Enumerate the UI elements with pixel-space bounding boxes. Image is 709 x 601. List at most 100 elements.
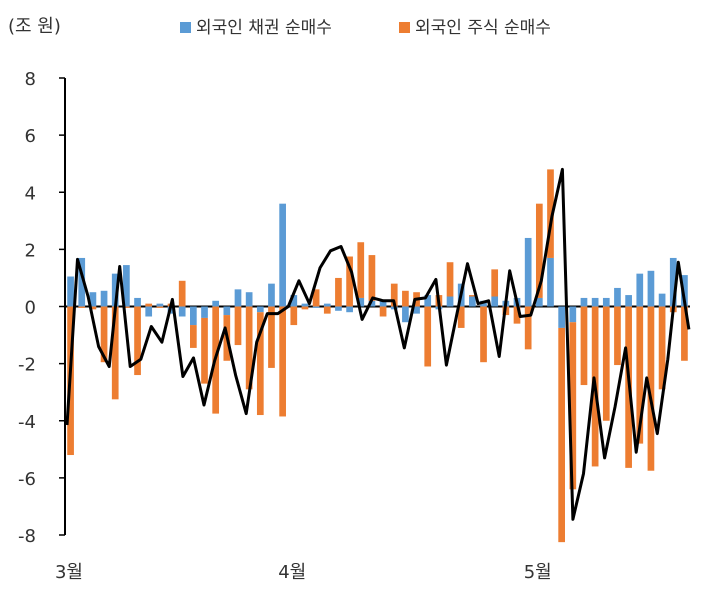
y-tick-label: -2 [18, 355, 36, 376]
bar-stock [156, 306, 164, 308]
bar-bond [491, 296, 499, 307]
legend: 외국인 채권 순매수 외국인 주식 순매수 [180, 18, 551, 38]
bar-stock [357, 242, 365, 298]
bar-stock [323, 306, 331, 314]
legend-swatch-stock [399, 22, 410, 33]
bar-bond [268, 283, 275, 307]
bar-bond [625, 295, 632, 307]
bar-bond [67, 276, 74, 307]
bar-bond [614, 287, 621, 307]
bar-bond [256, 306, 264, 313]
bar-stock [379, 306, 387, 317]
bar-bond [212, 300, 220, 307]
bar-bond [156, 303, 164, 307]
bar-bond [201, 306, 208, 318]
bar-bond [145, 306, 153, 317]
bar-bond [413, 306, 420, 314]
bar-stock [424, 306, 432, 367]
x-tick-label: 3월 [55, 562, 83, 583]
bar-stock [190, 325, 197, 348]
bar-stock [245, 306, 253, 390]
bar-stock [602, 306, 610, 421]
bar-stock [234, 306, 242, 346]
y-tick-label: 4 [25, 183, 36, 204]
bar-stock [513, 306, 521, 324]
bar-bond [223, 306, 231, 316]
x-tick-label: 4월 [278, 562, 306, 583]
bar-stock [301, 306, 309, 310]
bar-stock [658, 306, 666, 390]
bar-bond [681, 275, 688, 307]
bar-stock [279, 306, 286, 417]
y-tick-label: 6 [25, 126, 36, 147]
bar-bond [323, 303, 331, 307]
bar-stock [78, 306, 86, 308]
bar-bond [591, 297, 599, 307]
bar-stock [268, 306, 275, 368]
net-line [65, 167, 691, 521]
bar-stock [636, 306, 644, 444]
bar-bond [357, 297, 365, 307]
bar-bond [234, 289, 242, 307]
bar-bond [178, 306, 186, 317]
bar-stock [681, 306, 688, 361]
bar-bond [312, 306, 320, 308]
bar-stock [491, 269, 499, 297]
bar-stock [312, 289, 320, 307]
bar-stock [446, 262, 454, 297]
bar-bond [190, 306, 197, 326]
tick-labels: 8 6 4 2 0 -2 -4 -6 -8 3월 4월 5월 [18, 69, 552, 583]
bar-stock [524, 306, 532, 350]
bar-bond [636, 273, 644, 307]
bar-stock [580, 306, 588, 386]
y-tick-label: 8 [25, 69, 36, 90]
bar-bond [469, 296, 476, 307]
bar-bond [134, 297, 141, 307]
bar-stock [390, 283, 398, 307]
bar-bond [123, 265, 130, 307]
bar-stock [480, 306, 487, 363]
bar-bond [580, 297, 588, 307]
x-tick-label: 5월 [524, 562, 552, 583]
bar-bond [89, 292, 97, 307]
bar-stock [469, 295, 476, 297]
bar-bond [535, 297, 543, 307]
bar-bond [658, 293, 666, 307]
bar-bond [558, 306, 565, 328]
bar-bond [78, 257, 86, 307]
bar-stock [569, 322, 577, 490]
bar-bond [290, 295, 298, 307]
bar-bond [569, 306, 577, 323]
bar-bond [669, 257, 677, 307]
bar-bond [368, 300, 376, 307]
bar-stock [335, 277, 342, 307]
bar-bond [402, 306, 409, 323]
bar-bond [647, 270, 655, 307]
y-tick-label: -8 [18, 526, 36, 547]
bar-stock [457, 306, 465, 328]
bar-stock [123, 306, 130, 308]
bar-stock [402, 290, 409, 307]
bar-stock [134, 306, 141, 376]
bar-bond [245, 292, 253, 307]
bar-bond [111, 273, 119, 307]
bar-bond [379, 300, 387, 307]
y-tick-label: 0 [25, 298, 36, 319]
bar-stock [535, 203, 543, 298]
line-series [65, 167, 691, 521]
bar-bond [301, 303, 309, 307]
bar-stock [368, 255, 376, 301]
bar-stock [178, 280, 186, 307]
y-unit-label: (조 원) [8, 16, 61, 37]
bar-stock [201, 317, 208, 384]
bar-stock [145, 303, 153, 307]
bar-bond [100, 290, 108, 307]
y-tick-label: 2 [25, 240, 36, 261]
bar-stock [256, 312, 264, 416]
bar-bond [446, 296, 454, 307]
y-tick-label: -6 [18, 469, 36, 490]
bar-bond [524, 237, 532, 307]
legend-label-bond: 외국인 채권 순매수 [196, 18, 332, 38]
bar-stock [647, 306, 655, 471]
